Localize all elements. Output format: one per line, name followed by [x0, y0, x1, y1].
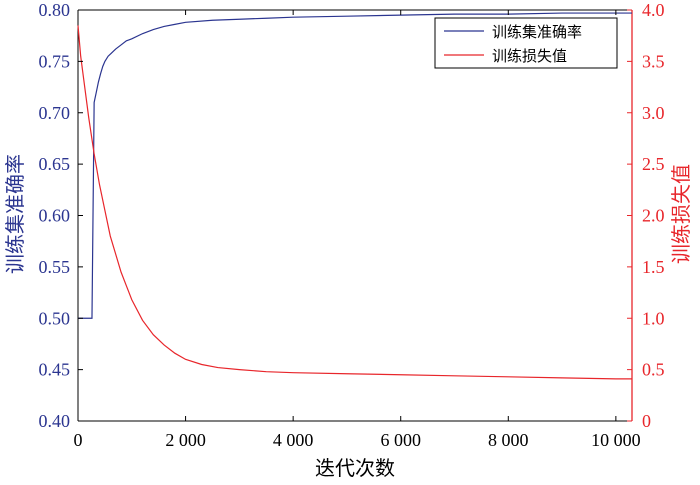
- left-tick-label: 0.80: [39, 0, 71, 20]
- left-tick-label: 0.70: [39, 103, 71, 123]
- left-tick-label: 0.60: [39, 206, 71, 226]
- right-axis-title: 训练损失值: [670, 164, 693, 264]
- x-tick-label: 2 000: [165, 430, 206, 450]
- right-tick-label: 2.5: [642, 154, 665, 174]
- legend-label-accuracy: 训练集准确率: [492, 23, 582, 41]
- left-tick-label: 0.45: [39, 360, 71, 380]
- right-tick-label: 2.0: [642, 206, 665, 226]
- series-layer: [77, 12, 632, 380]
- x-tick-label: 0: [74, 430, 83, 450]
- series-line-accuracy: [78, 12, 632, 319]
- left-tick-label: 0.50: [39, 308, 71, 328]
- right-tick-label: 0.5: [642, 360, 665, 380]
- right-tick-label: 3.0: [642, 103, 665, 123]
- right-tick-label: 0: [642, 411, 651, 431]
- x-axis-ticks: 0 2 000 4 000 6 000 8 000 10 000: [74, 10, 641, 450]
- legend: 训练集准确率 训练损失值: [434, 17, 618, 69]
- plot-frame: [77, 9, 633, 422]
- right-tick-label: 4.0: [642, 0, 665, 20]
- series-line-loss: [77, 25, 632, 380]
- x-tick-label: 6 000: [380, 430, 421, 450]
- legend-label-loss: 训练损失值: [492, 47, 567, 65]
- x-tick-label: 4 000: [273, 430, 314, 450]
- x-tick-label: 8 000: [488, 430, 529, 450]
- x-tick-label: 10 000: [591, 430, 641, 450]
- left-axis-title: 训练集准确率: [4, 154, 27, 274]
- left-axis-ticks: 0.40 0.45 0.50 0.55 0.60 0.65 0.70 0.75 0.80: [39, 0, 83, 431]
- legend-box: [434, 17, 618, 69]
- right-tick-label: 3.5: [642, 51, 665, 71]
- x-axis-title: 迭代次数: [315, 457, 395, 480]
- left-tick-label: 0.40: [39, 411, 71, 431]
- right-tick-label: 1.0: [642, 308, 665, 328]
- right-tick-label: 1.5: [642, 257, 665, 277]
- left-tick-label: 0.75: [39, 51, 71, 71]
- left-tick-label: 0.65: [39, 154, 71, 174]
- left-tick-label: 0.55: [39, 257, 71, 277]
- right-axis-ticks: 0 0.5 1.0 1.5 2.0 2.5 3.0 3.5 4.0: [627, 0, 665, 431]
